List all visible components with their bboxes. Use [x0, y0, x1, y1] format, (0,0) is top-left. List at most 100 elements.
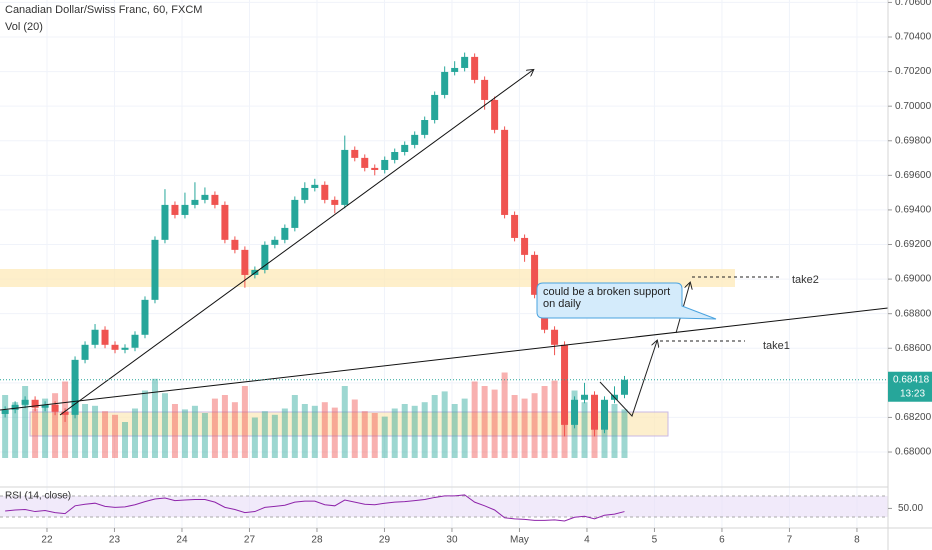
volume-label: Vol (20)	[5, 21, 43, 33]
y-tick-label: 0.68000	[895, 447, 932, 458]
candle-body	[351, 149, 359, 158]
last-price-label: 0.68418	[893, 374, 930, 385]
y-tick-label: 0.69400	[895, 205, 932, 216]
x-tick-label: 23	[109, 535, 121, 546]
target-label: take1	[763, 340, 790, 352]
x-tick-label: May	[510, 535, 529, 546]
x-tick-label: 22	[41, 535, 53, 546]
y-tick-label: 0.69000	[895, 274, 932, 285]
volume-bar	[621, 409, 628, 458]
volume-bar	[2, 395, 9, 458]
volume-bar	[421, 402, 428, 458]
volume-bar	[241, 386, 248, 458]
candle-body	[221, 204, 229, 240]
volume-bar	[531, 393, 538, 458]
volume-bar	[22, 386, 29, 458]
volume-bar	[32, 408, 39, 458]
candle-body	[451, 67, 459, 72]
volume-bar	[401, 404, 408, 458]
candle-body	[411, 134, 419, 145]
volume-bar	[581, 402, 588, 458]
rsi-tick-label: 50.00	[898, 503, 923, 514]
x-tick-label: 4	[584, 535, 590, 546]
candle-body	[561, 344, 569, 425]
rsi-pane	[5, 494, 625, 522]
candle-body	[511, 214, 519, 238]
volume-bar	[191, 405, 198, 458]
candle-body	[571, 399, 579, 425]
x-tick-label: 7	[787, 535, 793, 546]
candle-body	[421, 120, 429, 135]
volume-bar	[351, 399, 358, 458]
volume-bar	[331, 407, 338, 458]
candle-body	[71, 359, 79, 415]
callout	[536, 282, 717, 320]
candle-body	[171, 204, 179, 215]
candle-body	[231, 239, 239, 250]
volume-bar	[141, 390, 148, 458]
volume-bar	[112, 414, 119, 458]
volume-bar	[511, 395, 518, 458]
candle-body	[271, 239, 279, 245]
candle-body	[61, 411, 69, 415]
volume-bar	[441, 391, 448, 458]
x-tick-label: 28	[311, 535, 323, 546]
candle-body	[121, 347, 129, 350]
volume-bar	[431, 395, 438, 458]
rsi-label: RSI (14, close)	[5, 491, 71, 502]
candle-body	[461, 56, 469, 68]
candle-body	[81, 344, 89, 360]
volume-bar	[92, 405, 99, 458]
volume-bar	[541, 386, 548, 458]
volume-bar	[481, 386, 488, 458]
candle-body	[301, 187, 309, 200]
rsi-line	[5, 494, 625, 522]
y-tick-label: 0.68600	[895, 343, 932, 354]
volume-bar	[551, 380, 558, 458]
candle-body	[371, 167, 379, 170]
target-label: take2	[792, 274, 819, 286]
y-tick-label: 0.68800	[895, 308, 932, 319]
volume-bar	[301, 404, 308, 458]
volume-bar	[171, 404, 178, 458]
candle-body	[261, 244, 269, 270]
volume-bar	[161, 393, 168, 458]
candle-body	[331, 199, 339, 205]
volume-bar	[321, 402, 328, 458]
candles	[1, 52, 628, 437]
volume-bar	[261, 411, 268, 458]
candle-body	[591, 394, 599, 430]
volume-bar	[611, 404, 618, 458]
projection-arrow	[599, 341, 657, 417]
candle-body	[391, 151, 399, 160]
volume-bar	[271, 414, 278, 458]
x-tick-label: 24	[176, 535, 188, 546]
x-tick-label: 30	[446, 535, 458, 546]
volume-bar	[521, 398, 528, 458]
candle-body	[31, 399, 39, 408]
volume-bar	[122, 422, 129, 458]
y-tick-label: 0.69600	[895, 170, 932, 181]
trendline	[0, 307, 889, 411]
x-tick-label: 29	[379, 535, 391, 546]
x-tick-label: 8	[854, 535, 860, 546]
volume-bar	[361, 411, 368, 458]
candle-body	[291, 199, 299, 228]
volume-bar	[211, 398, 218, 458]
x-tick-label: 27	[244, 535, 256, 546]
y-tick-label: 0.70200	[895, 66, 932, 77]
volume-bar	[281, 408, 288, 458]
volume-bar	[52, 393, 59, 458]
candle-body	[491, 99, 499, 130]
callout-box: could be a broken support on daily	[543, 286, 670, 310]
volume-bar	[391, 408, 398, 458]
volume-bar	[102, 411, 109, 458]
countdown: 13:23	[900, 388, 925, 399]
volume-bar	[381, 416, 388, 458]
volume-bar	[151, 378, 158, 458]
volume-bar	[12, 402, 19, 458]
x-tick-label: 5	[652, 535, 658, 546]
candle-body	[91, 329, 99, 345]
candle-body	[341, 149, 349, 205]
